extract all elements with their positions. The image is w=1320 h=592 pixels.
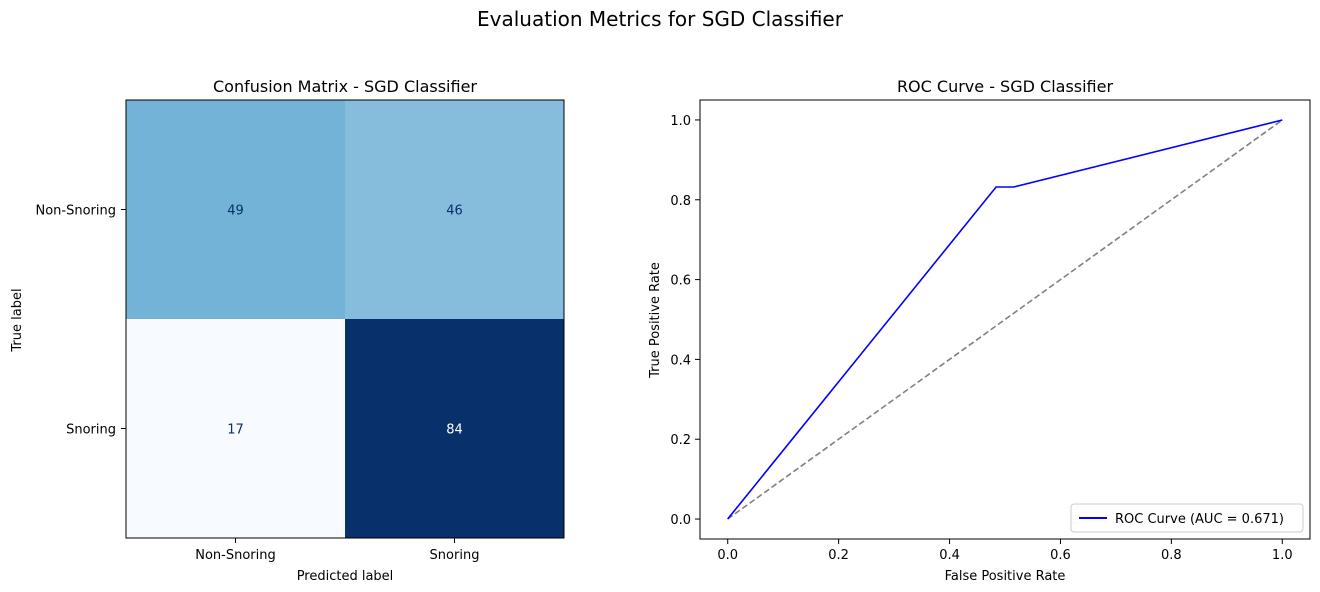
cm-cell-non-snoring-snoring <box>345 100 565 320</box>
cm-cell-non-snoring-non-snoring <box>126 100 346 320</box>
roc-plot-frame <box>699 99 1311 540</box>
confusion-matrix-panel: Confusion Matrix - SGD Classifier 49 46 17… <box>10 77 565 584</box>
confusion-matrix-xlabel: Predicted label <box>297 569 394 584</box>
cm-cell-snoring-non-snoring-value: 17 <box>227 423 244 438</box>
confusion-matrix-frame <box>125 99 565 539</box>
roc-x-tick-label: 0.6 <box>1050 548 1071 563</box>
cm-x-tick-label: Non-Snoring <box>195 548 276 563</box>
cm-cell-non-snoring-non-snoring-value: 49 <box>227 204 244 219</box>
roc-y-tick-label: 0.2 <box>670 433 691 448</box>
roc-y-tick-label: 0.4 <box>670 353 691 368</box>
figure-suptitle: Evaluation Metrics for SGD Classifier <box>477 7 844 31</box>
roc-y-tick-label: 0.0 <box>670 513 691 528</box>
roc-y-tick-label: 0.8 <box>670 194 691 209</box>
confusion-matrix-title: Confusion Matrix - SGD Classifier <box>213 77 477 96</box>
cm-cell-non-snoring-snoring-value: 46 <box>446 204 463 219</box>
legend-label: ROC Curve (AUC = 0.671) <box>1115 512 1284 527</box>
cm-y-tick-label: Non-Snoring <box>35 204 116 219</box>
cm-cell-snoring-snoring <box>345 319 565 539</box>
roc-y-tick-label: 1.0 <box>670 114 691 129</box>
legend-box <box>1070 503 1304 533</box>
roc-curve-title: ROC Curve - SGD Classifier <box>897 77 1114 96</box>
roc-xlabel: False Positive Rate <box>945 569 1066 584</box>
roc-y-tick-label: 0.6 <box>670 274 691 289</box>
cm-cell-snoring-non-snoring <box>126 319 346 539</box>
cm-cell-snoring-snoring-value: 84 <box>446 423 463 438</box>
roc-curve-panel: ROC Curve - SGD Classifier 0.0 0.2 0.4 0.6 0… <box>648 77 1311 584</box>
cm-x-tick-label: Snoring <box>430 548 480 563</box>
roc-x-tick-label: 1.0 <box>1272 548 1293 563</box>
chance-diagonal-line <box>727 119 1283 520</box>
roc-x-tick-label: 0.8 <box>1161 548 1182 563</box>
roc-curve-line <box>727 119 1283 520</box>
confusion-matrix-ylabel: True label <box>10 288 25 352</box>
roc-ylabel: True Positive Rate <box>648 262 663 379</box>
roc-legend: ROC Curve (AUC = 0.671) <box>1070 503 1304 533</box>
roc-x-tick-label: 0.0 <box>717 548 738 563</box>
roc-x-tick-label: 0.4 <box>939 548 960 563</box>
cm-y-tick-label: Snoring <box>66 423 116 438</box>
roc-x-tick-label: 0.2 <box>828 548 849 563</box>
